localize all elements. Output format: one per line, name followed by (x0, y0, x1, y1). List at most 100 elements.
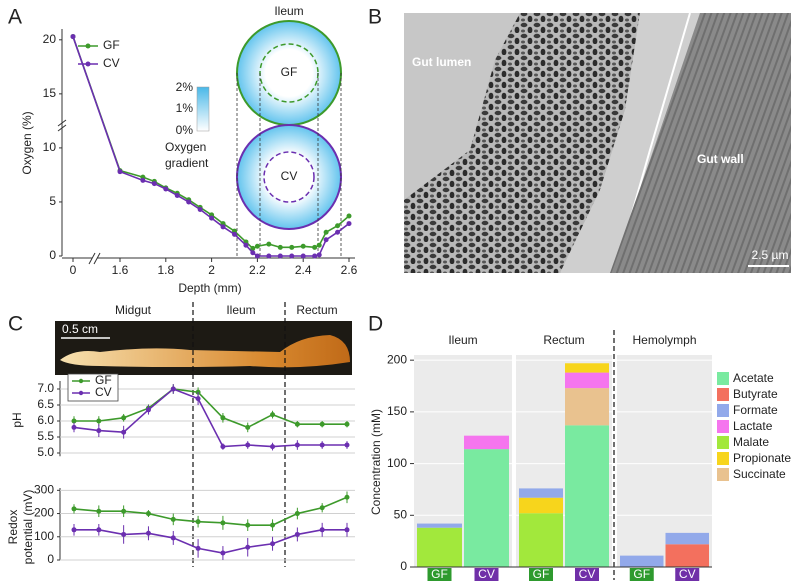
data-point (344, 527, 350, 533)
data-point (277, 253, 283, 259)
bar-segment (565, 388, 609, 426)
data-point (195, 519, 201, 525)
region-label: Ileum (226, 303, 255, 317)
data-point (209, 215, 215, 221)
data-point (197, 207, 203, 213)
data-point (245, 442, 251, 448)
legend-swatch (717, 372, 729, 385)
data-point (270, 412, 276, 418)
category-tag (575, 568, 599, 581)
category-tag (529, 568, 553, 581)
data-point (344, 442, 350, 448)
x-tick-label: CV (579, 567, 596, 581)
region-divider (192, 302, 286, 567)
data-point (254, 253, 260, 259)
data-point (145, 530, 151, 536)
data-point (170, 535, 176, 541)
inset: Ileum GF CV 2% 1% 0% Oxygen gradient (165, 4, 342, 256)
data-point (220, 550, 226, 556)
bar-segment (464, 435, 509, 450)
x-tick-label: 2.2 (249, 263, 266, 277)
gut-photo: Midgut Ileum Rectum 0.5 cm (55, 303, 352, 375)
data-point (289, 244, 295, 250)
legend-label: GF (103, 38, 120, 52)
data-point (220, 415, 226, 421)
facet-title: Hemolymph (632, 333, 696, 347)
data-point (140, 177, 146, 183)
x-axis-title: Depth (mm) (178, 281, 241, 295)
legend-label: Succinate (733, 467, 786, 481)
data-point (121, 508, 127, 514)
data-point (96, 418, 102, 424)
category-tag (675, 568, 700, 581)
legend-label: GF (95, 373, 112, 387)
data-point (71, 418, 77, 424)
data-point (243, 242, 249, 248)
data-point (294, 511, 300, 517)
scale-bar: 2.5 µm (752, 248, 789, 262)
data-point (344, 421, 350, 427)
legend-label: Propionate (733, 451, 791, 465)
panel-letter: B (368, 6, 382, 29)
y-axis-title: potential (mV) (21, 490, 35, 565)
gradient-label: 1% (176, 101, 194, 115)
x-tick-label: 2 (208, 263, 215, 277)
data-point (319, 421, 325, 427)
data-point (245, 424, 251, 430)
bar-segment (620, 555, 664, 567)
bar-segment (565, 372, 609, 389)
facet-panel (617, 355, 712, 567)
data-point (170, 516, 176, 522)
gradient-label: 2% (176, 80, 194, 94)
data-point (270, 522, 276, 528)
gradient-title: Oxygen (165, 140, 206, 154)
data-point (300, 243, 306, 249)
x-tick-label: GF (633, 567, 650, 581)
cv-section (236, 124, 342, 230)
inset-label: GF (281, 65, 298, 79)
data-point (277, 244, 283, 250)
x-tick-label: 2.4 (295, 263, 312, 277)
y-tick-label: 0 (47, 552, 54, 566)
bar-segment (519, 513, 563, 567)
inset-label: CV (281, 169, 298, 183)
data-point (270, 541, 276, 547)
series-line (74, 529, 347, 554)
x-tick-label: 1.6 (112, 263, 129, 277)
y-axis-title: Concentration (mM) (369, 409, 383, 515)
legend-label: CV (103, 56, 120, 70)
data-point (163, 186, 169, 192)
legend-swatch (85, 43, 91, 49)
legend-swatch (717, 452, 729, 465)
data-point (250, 250, 256, 256)
legend-label: Malate (733, 435, 769, 449)
data-point (232, 231, 237, 237)
y-tick-label: 10 (43, 140, 57, 154)
data-point (245, 522, 251, 528)
data-point (71, 424, 77, 430)
data-point (266, 253, 272, 259)
data-point (316, 242, 322, 248)
bar-segment (519, 497, 563, 514)
gradient-title: gradient (165, 156, 209, 170)
panel-letter: A (8, 6, 22, 29)
bar-segment (665, 532, 709, 545)
data-point (96, 508, 102, 514)
x-tick-label: CV (478, 567, 495, 581)
gradient-label: 0% (176, 123, 194, 137)
legend-swatch (717, 388, 729, 401)
facet-title: Ileum (448, 333, 477, 347)
inset-title: Ileum (274, 4, 303, 18)
data-point (195, 545, 201, 551)
category-tag (427, 568, 452, 581)
y-axis-title: Oxygen (%) (20, 111, 34, 174)
panel-letter: D (368, 313, 383, 336)
y-tick-label: 0 (49, 248, 56, 262)
data-point (254, 243, 260, 249)
y-tick-label: 5.5 (37, 429, 54, 443)
x-tick-label: 2.6 (341, 263, 358, 277)
data-point (344, 494, 350, 500)
y-tick-label: 200 (34, 506, 54, 520)
y-tick-label: 6.0 (37, 413, 54, 427)
